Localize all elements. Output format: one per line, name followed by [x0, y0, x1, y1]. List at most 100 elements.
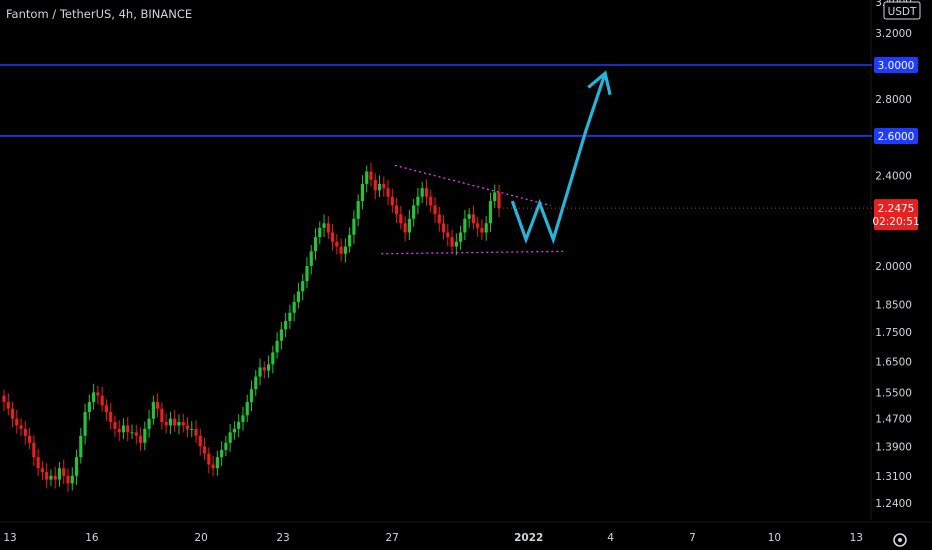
candle: [373, 173, 377, 200]
candle: [147, 409, 151, 438]
y-tick-label: 3.2000: [875, 28, 912, 40]
candle: [126, 417, 130, 442]
candle: [151, 395, 155, 425]
candle: [100, 386, 104, 412]
candle: [292, 294, 296, 322]
candle: [45, 463, 49, 489]
candle: [143, 421, 147, 451]
x-tick-label: 13: [850, 532, 863, 544]
y-tick-label: 2.4000: [875, 171, 912, 183]
projection-path[interactable]: [510, 70, 612, 245]
y-tick-label: 1.8500: [875, 300, 912, 312]
horizontal-levels[interactable]: [0, 64, 872, 137]
candle: [228, 423, 232, 452]
candle: [232, 421, 237, 440]
candle: [458, 225, 463, 250]
candle: [53, 466, 57, 489]
candle: [121, 418, 126, 440]
candle: [10, 401, 15, 428]
candle: [245, 394, 249, 423]
candle: [66, 468, 70, 492]
candle: [394, 197, 399, 224]
currency-badge[interactable]: USDT: [883, 1, 921, 20]
x-tick-label: 23: [276, 532, 289, 544]
candle: [15, 410, 19, 434]
candle: [215, 450, 219, 476]
candle: [194, 420, 198, 443]
candle: [49, 469, 53, 487]
candle: [181, 413, 185, 433]
x-tick-label: 27: [386, 532, 399, 544]
trendline[interactable]: [381, 250, 565, 255]
candle: [446, 224, 450, 247]
candle: [164, 413, 168, 434]
chart-title: Fantom / TetherUS, 4h, BINANCE: [6, 7, 192, 21]
candle: [87, 394, 91, 420]
x-tick-label: 2022: [514, 532, 543, 544]
candle: [138, 427, 143, 452]
candle: [70, 467, 74, 491]
y-tick-label: 1.4700: [875, 414, 912, 426]
candle: [79, 427, 83, 464]
candle: [220, 441, 224, 467]
candle: [335, 234, 339, 255]
candle: [420, 181, 424, 204]
candle: [360, 175, 365, 210]
candle: [441, 215, 446, 240]
level-badge-label: 3.0000: [878, 60, 915, 72]
candle: [113, 415, 117, 438]
candle: [318, 221, 322, 245]
time-axis[interactable]: 13 16 20 23 27 2022 4 7 10 13: [3, 532, 863, 544]
candle: [301, 274, 305, 301]
x-tick-label: 13: [3, 532, 16, 544]
candle: [92, 383, 96, 410]
projection-polyline[interactable]: [510, 72, 607, 245]
candle: [386, 179, 390, 205]
candle: [258, 358, 262, 386]
level-badge: [874, 57, 918, 73]
candle: [437, 206, 441, 232]
gear-icon[interactable]: [893, 533, 907, 547]
candle: [32, 435, 36, 467]
candle: [23, 420, 27, 445]
candle: [424, 179, 429, 206]
candle: [326, 216, 330, 239]
level-badge-label: 2.6000: [878, 131, 915, 143]
candle: [28, 427, 32, 449]
trendline[interactable]: [394, 164, 551, 207]
candle: [433, 196, 437, 223]
candle: [416, 187, 420, 215]
candle: [109, 403, 113, 430]
candle: [450, 229, 454, 254]
candle: [262, 361, 266, 379]
candle-countdown-label: 02:20:51: [872, 216, 919, 228]
candle: [399, 205, 403, 230]
candle: [407, 210, 411, 241]
x-tick-label: 4: [607, 532, 614, 544]
candle: [493, 184, 497, 208]
candles: [2, 162, 501, 492]
candle: [185, 417, 190, 438]
trendlines[interactable]: [381, 164, 565, 255]
candle: [190, 421, 194, 438]
x-tick-label: 10: [768, 532, 781, 544]
candle: [322, 214, 326, 237]
candle: [330, 224, 335, 251]
x-tick-label: 20: [194, 532, 207, 544]
candle: [305, 257, 309, 289]
current-price-badge: [874, 199, 918, 231]
candle: [202, 437, 207, 461]
candle: [309, 245, 313, 275]
candle: [348, 227, 352, 253]
y-tick-label: 1.7500: [875, 327, 912, 339]
candle: [2, 389, 6, 412]
x-tick-label: 7: [689, 532, 696, 544]
candle: [173, 410, 177, 432]
candle: [83, 403, 87, 445]
candle: [62, 459, 66, 485]
y-tick-label: 2.0000: [875, 261, 912, 273]
candle: [313, 228, 318, 260]
